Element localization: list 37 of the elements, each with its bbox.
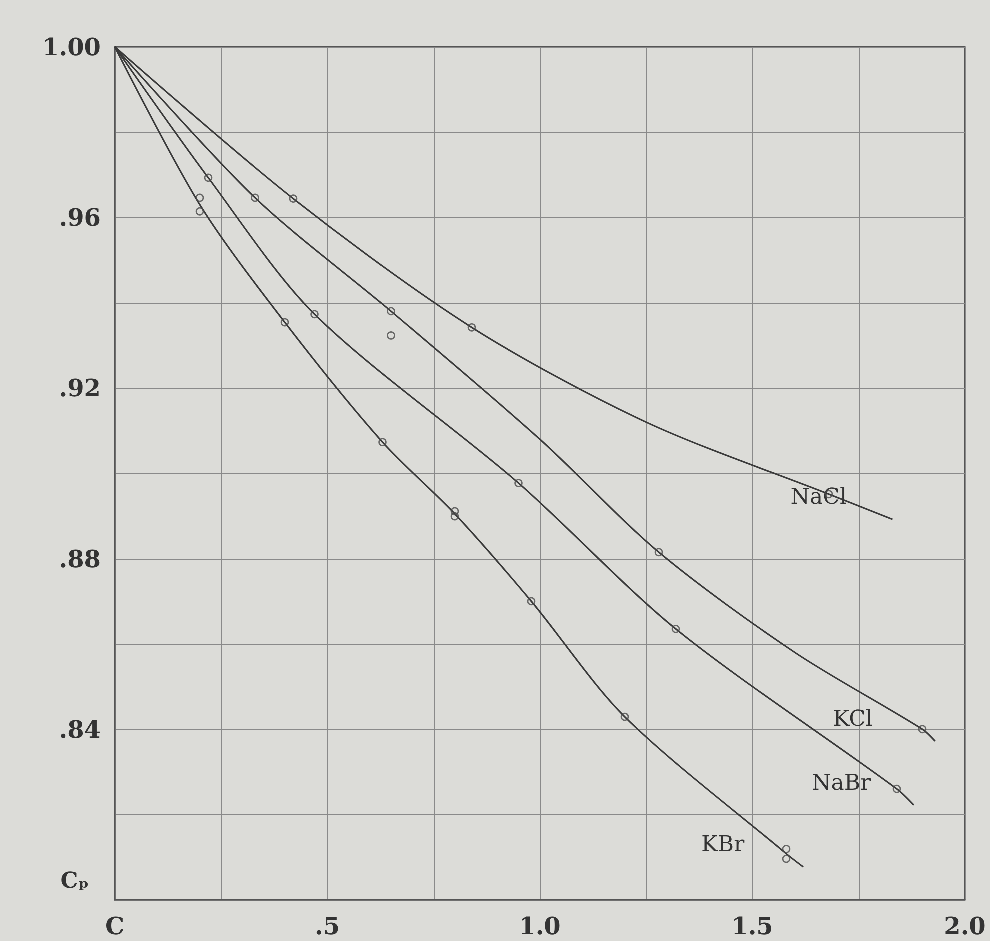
series-label: KCl [833,706,873,732]
point [514,479,523,488]
point [251,194,260,202]
point [196,194,204,202]
x-tick-label: .5 [314,912,340,940]
series-label: NaCl [790,485,847,510]
point [387,332,396,340]
series-label: KBr [702,832,746,858]
point [310,310,319,319]
y-tick-label: .88 [59,544,101,574]
y-tick-label: .96 [59,203,101,232]
x-tick-label: 1.0 [519,912,561,940]
x-tick-label: 2.0 [944,912,986,940]
point [620,712,630,722]
point [450,507,460,516]
y-tick-label: .84 [59,714,101,744]
y-axis-title: Cₚ [60,868,90,894]
y-tick-label: .92 [59,374,101,403]
point [892,784,902,794]
point [918,725,927,734]
point [654,548,664,557]
y-tick-label: 1.00 [42,32,101,62]
x-tick-label: 1.5 [732,912,774,940]
x-axis-title: C [105,912,125,940]
point [450,512,460,521]
point [289,194,298,203]
point [672,625,680,634]
point [204,174,213,182]
point [387,307,396,316]
point [468,323,476,332]
point [378,438,387,447]
series-label: NaBr [812,770,872,796]
point [196,207,204,216]
point [782,845,791,854]
point [527,597,536,606]
point [782,854,791,864]
point [280,318,290,327]
